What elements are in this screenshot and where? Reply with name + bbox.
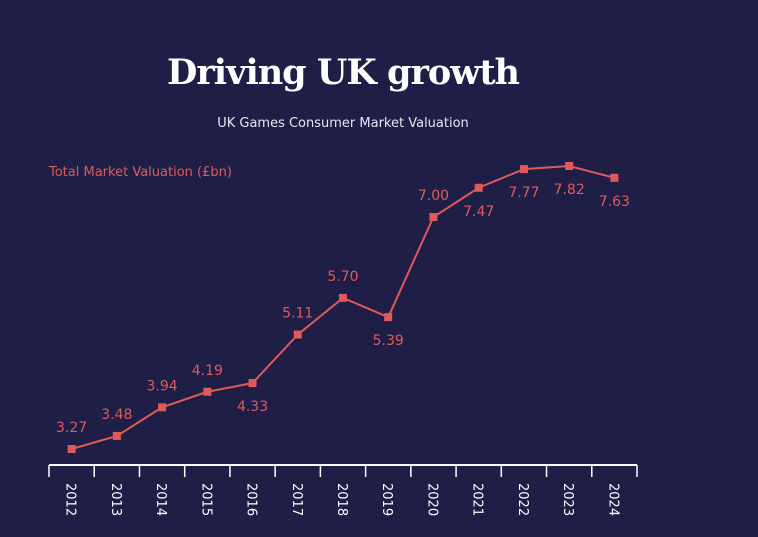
x-tick-label: 2023 [560, 483, 575, 516]
data-label: 7.47 [463, 204, 494, 220]
data-label: 7.00 [418, 188, 449, 204]
data-point [565, 161, 574, 170]
data-label: 3.27 [56, 420, 87, 436]
data-point [519, 165, 528, 174]
x-tick-label: 2015 [198, 483, 213, 516]
x-tick-label: 2019 [379, 483, 394, 516]
data-label: 5.70 [327, 269, 358, 285]
chart-title: Driving UK growth [167, 52, 520, 93]
x-tick-label: 2016 [244, 483, 259, 516]
data-point [384, 313, 393, 322]
data-label: 5.11 [282, 306, 313, 322]
data-point [112, 431, 121, 440]
data-label: 3.94 [146, 378, 177, 394]
data-label: 5.39 [373, 333, 404, 349]
data-point [429, 212, 438, 221]
x-tick-label: 2017 [289, 483, 304, 516]
data-point [248, 379, 257, 388]
data-point [610, 173, 619, 182]
x-tick-label: 2012 [63, 483, 78, 516]
data-label: 7.82 [554, 182, 585, 198]
x-tick-label: 2018 [334, 483, 349, 516]
data-point [339, 293, 347, 302]
series-line [71, 164, 615, 450]
data-label: 4.33 [237, 399, 268, 415]
data-label: 7.63 [599, 194, 630, 210]
data-label: 4.19 [192, 363, 223, 379]
data-point [67, 445, 76, 453]
x-tick-label: 2022 [515, 483, 530, 516]
data-point [203, 387, 212, 396]
data-label: 3.48 [101, 407, 132, 423]
x-tick-label: 2021 [470, 483, 485, 516]
data-point [158, 403, 167, 412]
chart-subtitle: UK Games Consumer Market Valuation [217, 116, 469, 131]
x-tick-label: 2014 [153, 483, 168, 516]
data-point [293, 330, 302, 339]
y-axis-label: Total Market Valuation (£bn) [49, 165, 232, 180]
x-tick-label: 2024 [605, 483, 620, 516]
data-point [474, 183, 483, 192]
data-label: 7.77 [508, 185, 539, 201]
x-tick-label: 2020 [424, 483, 439, 516]
x-tick-label: 2013 [108, 483, 123, 516]
